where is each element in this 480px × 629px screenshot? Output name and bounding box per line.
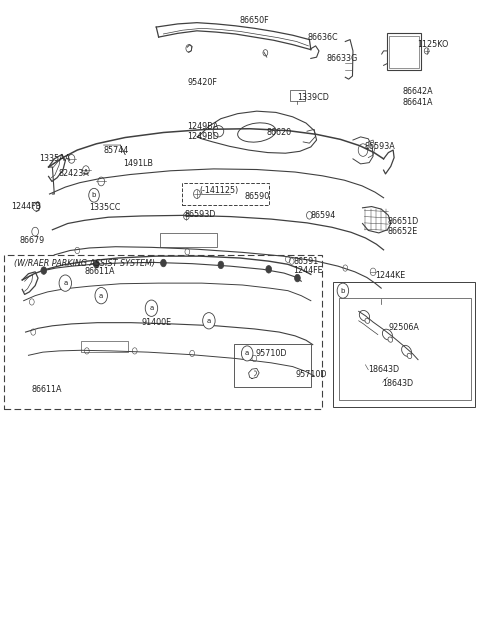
Ellipse shape (407, 353, 412, 359)
Circle shape (218, 261, 224, 269)
Text: 18643D: 18643D (383, 379, 414, 388)
Text: 82423A: 82423A (58, 169, 89, 178)
Text: 1244KE: 1244KE (375, 271, 405, 280)
Text: 1491LB: 1491LB (123, 159, 153, 169)
Text: a: a (99, 292, 103, 299)
Ellipse shape (365, 318, 370, 323)
Text: a: a (63, 280, 67, 286)
Text: 18643D: 18643D (368, 365, 399, 374)
Text: 92506A: 92506A (388, 323, 419, 331)
Text: 86642A: 86642A (403, 87, 433, 96)
Text: 86633G: 86633G (326, 54, 358, 63)
Circle shape (95, 287, 108, 304)
Ellipse shape (383, 329, 393, 340)
Text: 1125KO: 1125KO (417, 40, 448, 49)
Text: 86650F: 86650F (240, 16, 270, 25)
Ellipse shape (388, 337, 393, 342)
Text: 86591: 86591 (294, 257, 319, 265)
Text: 86651D: 86651D (387, 217, 419, 226)
Text: 86641A: 86641A (403, 98, 433, 107)
Text: a: a (149, 305, 154, 311)
Text: 91400E: 91400E (142, 318, 172, 326)
Circle shape (41, 267, 47, 274)
Circle shape (59, 275, 72, 291)
Text: 86593A: 86593A (364, 142, 395, 151)
Ellipse shape (402, 345, 411, 357)
Text: 1339CD: 1339CD (298, 94, 329, 103)
Text: 86652E: 86652E (387, 227, 418, 236)
Text: 95420F: 95420F (187, 78, 217, 87)
Text: 1335CC: 1335CC (89, 203, 120, 213)
Text: 86590: 86590 (245, 192, 270, 201)
Text: 1249BD: 1249BD (187, 131, 219, 141)
Text: 86593D: 86593D (185, 209, 216, 219)
Text: 1244FE: 1244FE (294, 266, 323, 275)
Circle shape (89, 188, 99, 202)
Text: 86594: 86594 (311, 211, 336, 220)
Circle shape (94, 260, 99, 268)
Text: b: b (341, 287, 345, 294)
Text: 85744: 85744 (104, 145, 129, 155)
Text: 1249BA: 1249BA (187, 122, 218, 131)
Text: 86611A: 86611A (84, 267, 115, 276)
Text: 1335AA: 1335AA (39, 154, 71, 164)
Circle shape (266, 265, 272, 273)
Circle shape (145, 300, 157, 316)
Text: 95710D: 95710D (255, 349, 287, 358)
Circle shape (203, 313, 215, 329)
Text: 86679: 86679 (20, 236, 45, 245)
Text: a: a (207, 318, 211, 324)
Circle shape (241, 346, 253, 361)
Text: 86620: 86620 (266, 128, 291, 137)
Text: (W/RAER PARKING ASSIST SYSTEM): (W/RAER PARKING ASSIST SYSTEM) (14, 259, 155, 267)
Text: 86611A: 86611A (32, 386, 62, 394)
Text: 1244FB: 1244FB (11, 202, 41, 211)
Text: b: b (92, 192, 96, 198)
Text: 95710D: 95710D (295, 370, 326, 379)
Circle shape (160, 259, 166, 267)
Ellipse shape (360, 311, 370, 321)
Circle shape (337, 283, 348, 298)
Text: a: a (245, 350, 249, 357)
Circle shape (295, 274, 300, 282)
Text: 86636C: 86636C (307, 33, 337, 42)
Text: (-141125): (-141125) (199, 186, 239, 196)
